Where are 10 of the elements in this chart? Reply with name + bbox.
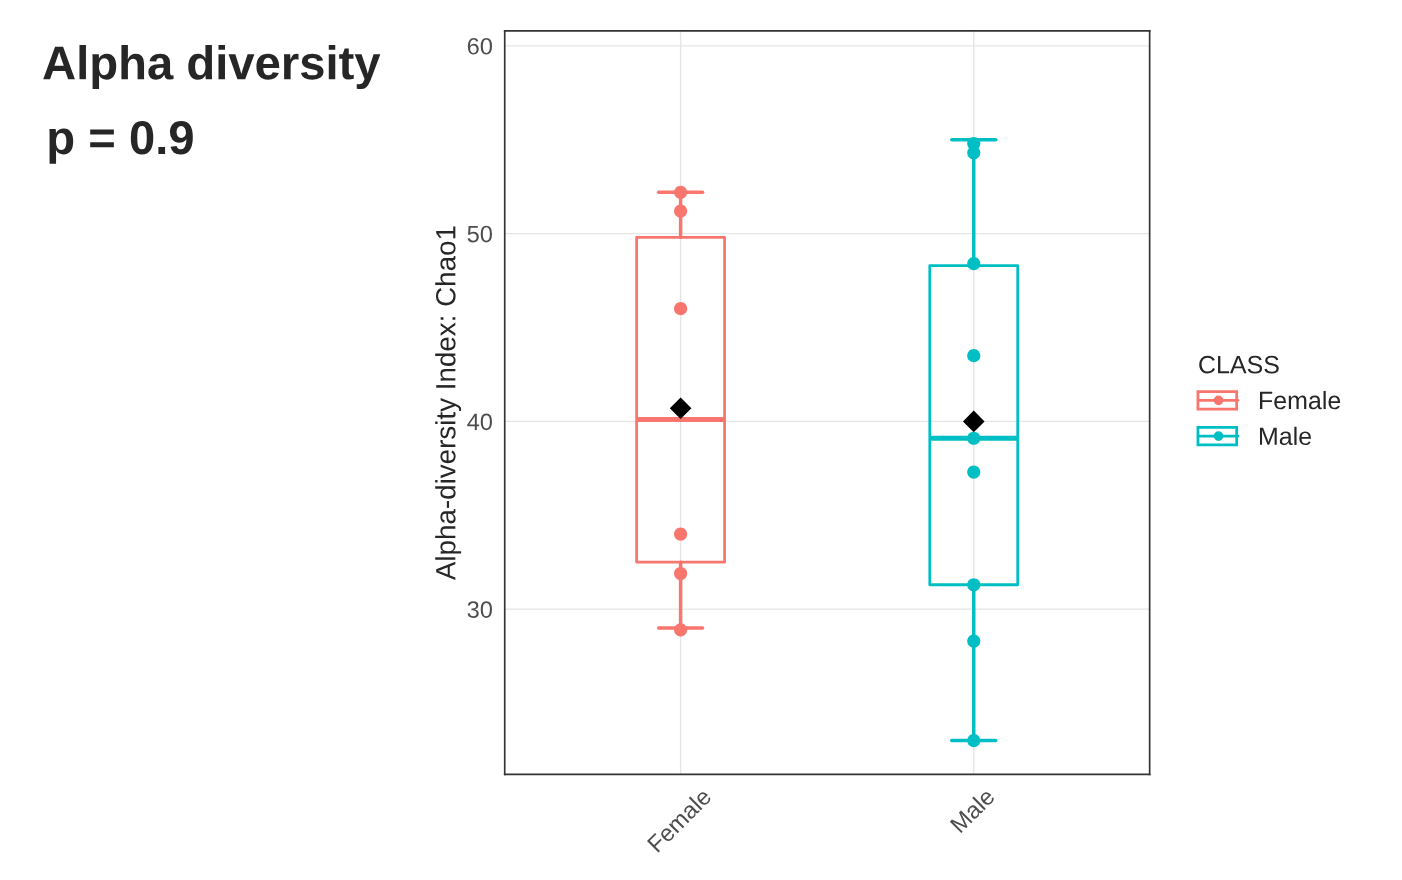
- y-axis-title: Alpha-diversity Index: Chao1: [435, 226, 462, 581]
- legend-label: Female: [1259, 390, 1341, 410]
- text: p = 0.9: [49, 121, 193, 164]
- y-tick-label: 60: [467, 37, 492, 55]
- chart-title: Alpha diversity: [43, 44, 381, 89]
- y-tick-label: 30: [467, 601, 492, 618]
- y-tick-label: 50: [467, 225, 492, 243]
- y-tick-label: 40: [467, 413, 492, 431]
- legend-label: Male: [1259, 426, 1312, 446]
- legend-title: CLASS: [1199, 355, 1279, 374]
